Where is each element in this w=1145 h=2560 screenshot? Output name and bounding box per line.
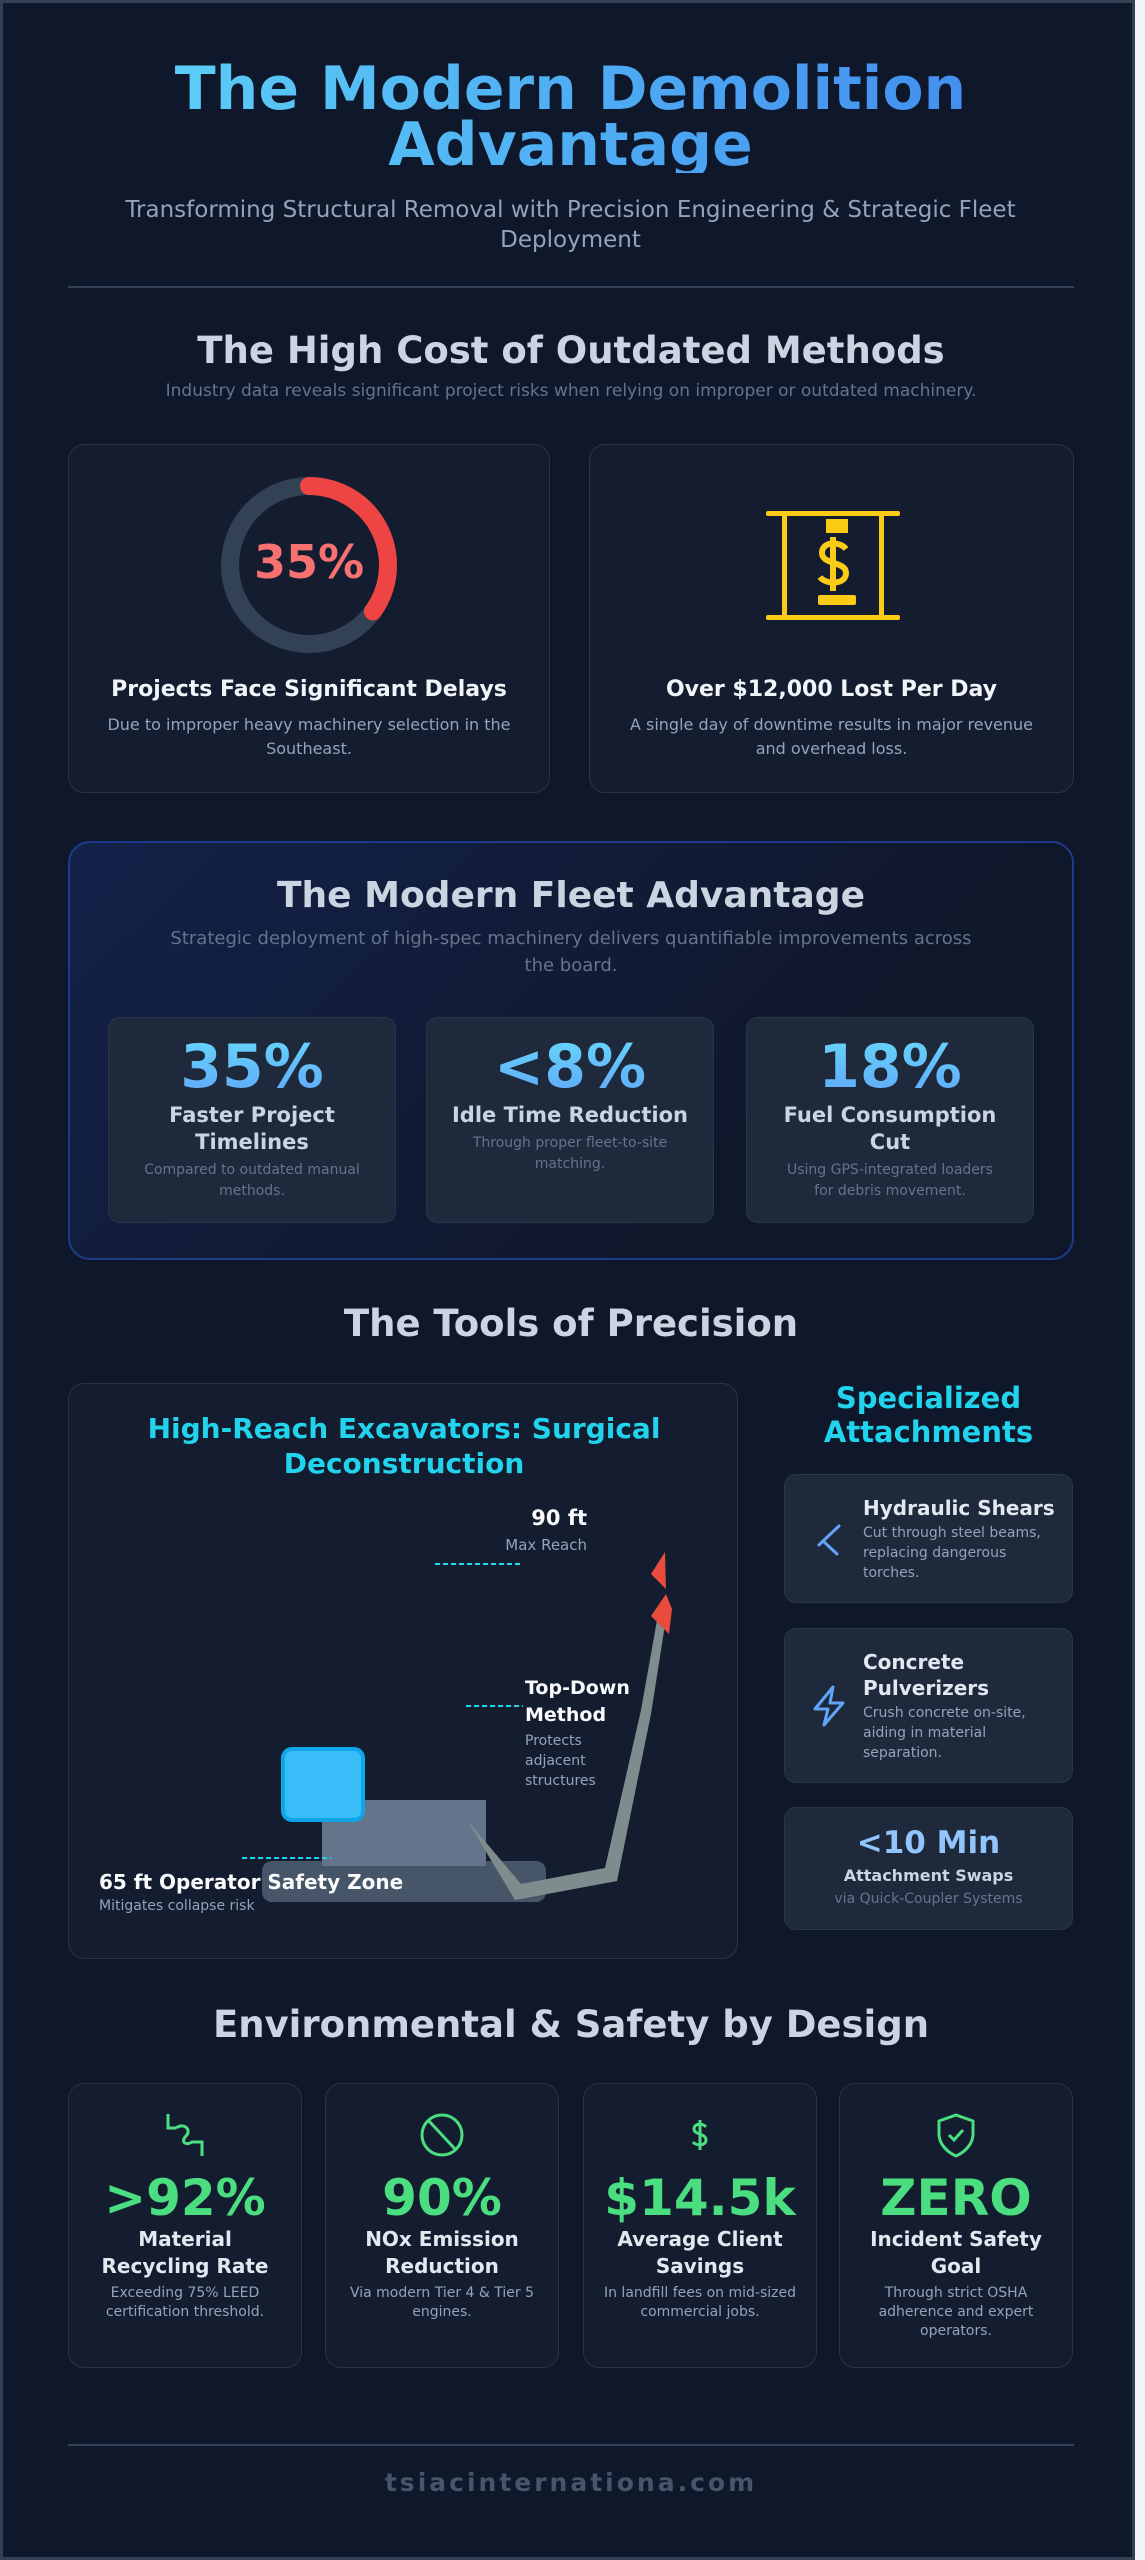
- env-desc: In landfill fees on mid-sized commercial…: [603, 2285, 796, 2320]
- delays-title: Projects Face Significant Delays: [111, 677, 507, 702]
- env-value: $14.5k: [604, 2169, 796, 2227]
- env-title: Environmental & Safety by Design: [212, 2003, 930, 2046]
- excavator-boom: [467, 1609, 667, 1900]
- dollar-icon: [691, 2120, 708, 2150]
- stat-desc: Through proper fleet-to-site matching.: [472, 1135, 668, 1172]
- claw-lower: [651, 1594, 672, 1634]
- stat-card: 18% Fuel Consumption Cut Using GPS-integ…: [746, 1017, 1034, 1223]
- env-value: ZERO: [880, 2169, 1032, 2227]
- shears-icon: [817, 1524, 841, 1556]
- env-desc: Via modern Tier 4 & Tier 5 engines.: [349, 2285, 535, 2320]
- loss-text: Over $12,000 Lost Per Day A single day o…: [600, 675, 1063, 761]
- swap-value: <10 Min: [856, 1825, 1001, 1861]
- attachment-desc: Crush concrete on-site, aiding in materi…: [863, 1704, 1026, 1761]
- tools-title: The Tools of Precision: [343, 1302, 799, 1345]
- attachment-desc: Cut through steel beams, replacing dange…: [863, 1524, 1041, 1581]
- stat-label: Faster Project Timelines: [169, 1103, 335, 1154]
- attachments-title: Specialized Attachments: [823, 1381, 1034, 1449]
- attachment-card: Concrete Pulverizers Crush concrete on-s…: [784, 1628, 1073, 1783]
- lightning-icon: [813, 1685, 845, 1727]
- excavator-card: High-Reach Excavators: Surgical Deconstr…: [68, 1383, 738, 1959]
- delays-card: 35% Projects Face Significant Delays Due…: [68, 444, 550, 793]
- fleet-section: The Modern Fleet Advantage Strategic dep…: [68, 841, 1074, 1260]
- attachment-text: Concrete Pulverizers Crush concrete on-s…: [863, 1629, 1064, 1782]
- page-subtitle: Transforming Structural Removal with Pre…: [125, 197, 1016, 253]
- stat-value: 35%: [109, 1032, 395, 1102]
- fleet-title: The Modern Fleet Advantage: [276, 875, 865, 916]
- donut-progress: [221, 477, 397, 653]
- env-card: >92% Material Recycling Rate Exceeding 7…: [68, 2083, 302, 2368]
- stat-value: <8%: [427, 1032, 713, 1102]
- delays-text: Projects Face Significant Delays Due to …: [79, 675, 539, 761]
- page-title: The Modern Demolition Advantage: [63, 59, 1078, 175]
- stat-desc: Using GPS-integrated loaders for debris …: [787, 1162, 993, 1199]
- footer-divider: [68, 2444, 1074, 2446]
- recycle-icon: [166, 2114, 204, 2156]
- swap-card: <10 Min Attachment Swaps via Quick-Coupl…: [784, 1807, 1073, 1930]
- delays-desc: Due to improper heavy machinery selectio…: [107, 715, 511, 758]
- attachment-title: Hydraulic Shears: [863, 1495, 1055, 1520]
- loss-desc: A single day of downtime results in majo…: [629, 715, 1034, 758]
- stat-desc: Compared to outdated manual methods.: [144, 1162, 360, 1199]
- no-emission-icon: [420, 2113, 464, 2157]
- env-value: >92%: [104, 2169, 266, 2227]
- delay-donut: [221, 477, 397, 653]
- attachment-text: Hydraulic Shears Cut through steel beams…: [863, 1475, 1064, 1602]
- excavator-cab: [281, 1747, 365, 1822]
- stat-value: 18%: [747, 1032, 1033, 1102]
- env-card: $14.5k Average Client Savings In landfil…: [583, 2083, 817, 2368]
- reach-label: Max Reach: [505, 1536, 587, 1554]
- zone-desc: Mitigates collapse risk: [99, 1898, 255, 1914]
- excavator-diagram: [242, 1552, 672, 1902]
- env-label: Incident Safety Goal: [870, 2227, 1042, 2278]
- env-card: 90% NOx Emission Reduction Via modern Ti…: [325, 2083, 559, 2368]
- attachment-title: Concrete Pulverizers: [863, 1649, 990, 1700]
- footer-domain[interactable]: tsiacinternationa.com: [384, 2468, 758, 2497]
- stat-label: Idle Time Reduction: [451, 1103, 688, 1127]
- excavator-tracks: [262, 1861, 546, 1902]
- divider: [68, 286, 1074, 288]
- env-label: Material Recycling Rate: [101, 2227, 269, 2278]
- loss-card: Over $12,000 Lost Per Day A single day o…: [589, 444, 1074, 793]
- shield-check-icon: [937, 2113, 975, 2158]
- cost-note: Industry data reveals significant projec…: [165, 381, 977, 401]
- cost-title: The High Cost of Outdated Methods: [197, 329, 945, 372]
- method-title: Top-Down Method: [525, 1677, 630, 1726]
- delay-percent: 35%: [253, 535, 365, 589]
- env-label: NOx Emission Reduction: [365, 2227, 519, 2278]
- swap-label: Attachment Swaps: [843, 1866, 1014, 1885]
- env-value: 90%: [382, 2169, 502, 2227]
- excavator-title: High-Reach Excavators: Surgical Deconstr…: [147, 1412, 661, 1480]
- swap-desc: via Quick-Coupler Systems: [834, 1891, 1023, 1907]
- money-press-icon: [766, 511, 900, 620]
- env-card: ZERO Incident Safety Goal Through strict…: [839, 2083, 1073, 2368]
- env-desc: Through strict OSHA adherence and expert…: [878, 2285, 1034, 2339]
- zone-title: 65 ft Operator Safety Zone: [99, 1870, 404, 1894]
- loss-title: Over $12,000 Lost Per Day: [665, 677, 998, 702]
- env-desc: Exceeding 75% LEED certification thresho…: [105, 2285, 265, 2320]
- claw-upper: [651, 1552, 666, 1589]
- fleet-note: Strategic deployment of high-spec machin…: [170, 928, 972, 976]
- stat-card: <8% Idle Time Reduction Through proper f…: [426, 1017, 714, 1223]
- method-desc: Protects adjacent structures: [525, 1733, 596, 1789]
- attachment-card: Hydraulic Shears Cut through steel beams…: [784, 1474, 1073, 1603]
- stat-label: Fuel Consumption Cut: [783, 1103, 997, 1154]
- reach-value: 90 ft: [531, 1506, 587, 1530]
- stat-card: 35% Faster Project Timelines Compared to…: [108, 1017, 396, 1223]
- env-label: Average Client Savings: [617, 2227, 783, 2278]
